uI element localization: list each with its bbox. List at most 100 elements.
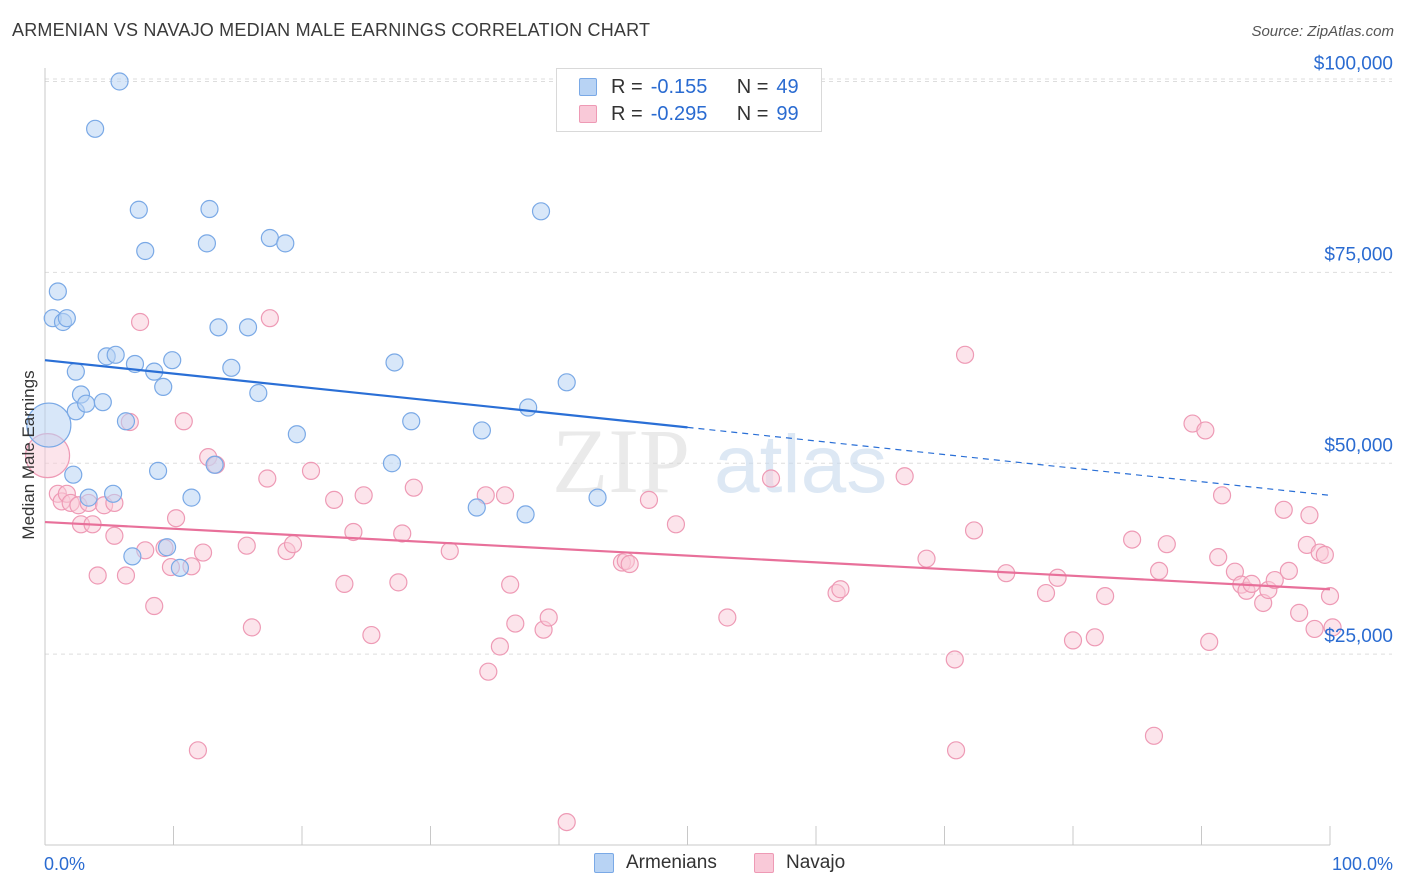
- legend-item-armenians[interactable]: Armenians: [594, 852, 717, 874]
- armenian-point: [287, 425, 306, 444]
- armenian-point: [163, 351, 182, 370]
- navajo-point: [1196, 421, 1215, 440]
- navajo-point: [1212, 486, 1232, 505]
- navajo-point: [88, 566, 107, 585]
- navajo-point: [145, 596, 164, 616]
- navajo-point: [1123, 530, 1142, 549]
- r-value-navajo: -0.295: [650, 102, 708, 125]
- chart-title: ARMENIAN VS NAVAJO MEDIAN MALE EARNINGS …: [12, 20, 651, 40]
- y-tick-label: $100,000: [1314, 54, 1393, 75]
- tick-labels: $25,000 $50,000 $75,000 $100,000 0.0% 100.0%: [44, 54, 1393, 875]
- y-tick-label: $25,000: [1324, 626, 1393, 647]
- grid-layer: [45, 78, 1392, 655]
- navajo-point: [506, 614, 525, 633]
- r-label: R =: [611, 75, 643, 98]
- armenian-point: [79, 488, 98, 507]
- trend-lines: [44, 359, 1331, 591]
- navajo-point: [1320, 586, 1340, 606]
- r-value-armenians: -0.155: [650, 75, 708, 98]
- armenian-point: [157, 538, 177, 557]
- x-tick-label-min: 0.0%: [44, 854, 85, 874]
- navajo-point: [174, 412, 193, 431]
- navajo-point: [1279, 561, 1298, 581]
- navajo-point: [1300, 506, 1319, 525]
- navajo-point: [946, 741, 966, 760]
- navajo-point: [718, 608, 737, 627]
- legend-row-navajo: R = -0.295 N = 99: [579, 102, 799, 126]
- navajo-point: [1290, 603, 1309, 622]
- armenian-point: [200, 199, 219, 219]
- navajo-point: [1085, 628, 1104, 647]
- x-tick-label-max: 100.0%: [1332, 854, 1393, 874]
- armenian-point: [104, 484, 123, 503]
- armenian-point: [123, 547, 142, 566]
- navajo-point: [666, 515, 686, 534]
- n-label: N =: [736, 75, 769, 98]
- watermark-zip: ZIP: [552, 410, 690, 512]
- armenian-point: [129, 200, 148, 219]
- navajo-point: [1274, 500, 1293, 519]
- r-label: R =: [611, 102, 643, 125]
- navajo-point: [188, 741, 208, 760]
- navajo-point: [130, 312, 150, 332]
- armenian-point: [64, 465, 83, 484]
- navajo-point: [895, 467, 914, 486]
- armenian-trend-line: [44, 359, 688, 429]
- series-legend: Armenians Navajo: [0, 852, 1406, 878]
- watermark: ZIP atlas: [552, 410, 887, 512]
- navajo-point: [1323, 618, 1342, 637]
- navajo-point: [501, 575, 520, 594]
- navajo-point: [1144, 726, 1164, 745]
- armenian-point: [66, 362, 85, 381]
- navajo-point: [761, 469, 781, 488]
- navajo-point: [1305, 619, 1324, 639]
- armenian-point: [222, 358, 241, 377]
- navajo-point: [964, 521, 984, 540]
- navajo-point: [344, 522, 363, 542]
- navajo-point: [301, 461, 321, 480]
- armenian-point: [402, 412, 421, 431]
- navajo-point: [539, 608, 558, 627]
- navajo-point: [639, 490, 659, 509]
- legend-item-navajo[interactable]: Navajo: [754, 852, 845, 874]
- navajo-point: [258, 469, 277, 488]
- navajo-point: [620, 554, 639, 574]
- armenian-point: [531, 202, 551, 221]
- navajo-point: [1157, 535, 1176, 554]
- armenian-point: [260, 228, 279, 248]
- y-tick-label: $50,000: [1324, 435, 1393, 456]
- source-label: Source: ZipAtlas.com: [1251, 23, 1394, 40]
- navajo-point: [1209, 548, 1228, 567]
- armenian-point: [238, 318, 258, 337]
- navajo-swatch: [579, 105, 597, 123]
- navajo-point: [393, 524, 412, 543]
- armenian-point: [182, 488, 201, 507]
- navajo-point: [1265, 570, 1284, 590]
- navajo-point: [105, 526, 124, 545]
- navajo-point: [325, 490, 344, 509]
- armenian-point: [385, 353, 404, 372]
- armenian-point: [382, 454, 402, 473]
- navajo-point: [404, 478, 423, 497]
- armenian-point: [249, 383, 268, 403]
- navajo-point: [1149, 561, 1169, 581]
- y-axis-label: Median Male Earnings: [19, 370, 38, 539]
- armenian-point: [557, 373, 576, 392]
- navajo-point: [945, 650, 964, 669]
- navajo-point: [479, 662, 498, 681]
- armenian-point: [519, 398, 538, 417]
- armenian-point: [148, 461, 168, 480]
- armenian-point: [467, 498, 486, 517]
- armenian-point: [170, 558, 190, 577]
- navajo-point: [354, 486, 373, 505]
- navajo-trend-line: [44, 520, 1331, 591]
- legend-row-armenians: R = -0.155 N = 49: [579, 75, 799, 99]
- n-value-navajo: 99: [776, 102, 799, 125]
- navajo-legend-swatch: [754, 853, 774, 873]
- armenian-point: [48, 282, 67, 301]
- armenian-point: [209, 318, 228, 337]
- y-tick-label: $75,000: [1324, 244, 1393, 265]
- navajo-point: [283, 535, 303, 554]
- navajo-point: [1036, 583, 1056, 603]
